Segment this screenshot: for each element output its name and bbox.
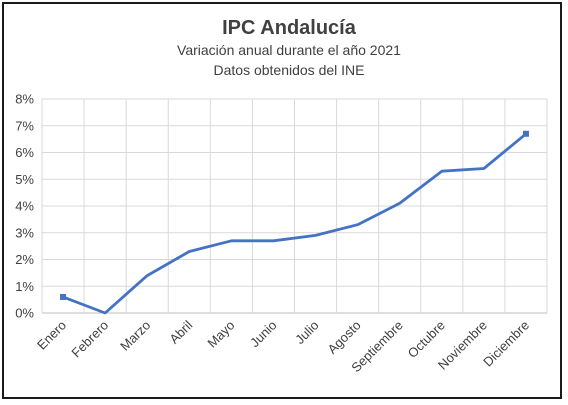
x-tick-label: Enero: [34, 318, 69, 353]
chart-title: IPC Andalucía: [222, 17, 357, 39]
series-line: [61, 132, 528, 315]
data-point: [481, 166, 487, 172]
x-tick-label: Mayo: [204, 318, 237, 351]
data-point: [522, 130, 529, 137]
series-ipc: [60, 130, 529, 316]
x-tick-label: Junio: [247, 318, 280, 351]
data-point: [144, 273, 150, 279]
y-tick-label: 6%: [15, 145, 34, 160]
y-tick-label: 3%: [15, 225, 34, 240]
y-tick-label: 0%: [15, 306, 34, 321]
y-tick-label: 7%: [15, 118, 34, 133]
y-axis-ticks: 0% 1% 2% 3% 4% 5% 6% 7% 8%: [15, 92, 34, 321]
x-tick-label: Julio: [292, 318, 322, 348]
y-tick-label: 1%: [15, 279, 34, 294]
chart-frame: [2, 2, 562, 399]
chart-subtitle-line-1: Variación anual durante el año 2021: [177, 42, 401, 58]
data-point: [228, 238, 234, 244]
data-point: [397, 200, 403, 206]
x-tick-label: Agosto: [325, 318, 364, 357]
y-tick-label: 5%: [15, 172, 34, 187]
chart-subtitle-line-2: Datos obtenidos del INE: [214, 62, 365, 78]
data-point: [270, 238, 276, 244]
data-point: [355, 222, 361, 228]
y-tick-label: 2%: [15, 252, 34, 267]
data-point: [60, 293, 67, 300]
y-tick-label: 4%: [15, 199, 34, 214]
x-axis-ticks: Enero Febrero Marzo Abril Mayo Junio Julio Agos…: [34, 317, 532, 375]
data-point: [313, 232, 319, 238]
data-point: [186, 248, 192, 254]
x-tick-label: Febrero: [68, 318, 111, 361]
gridlines: [41, 98, 548, 314]
x-tick-label: Diciembre: [480, 318, 532, 370]
y-tick-label: 8%: [15, 92, 34, 107]
x-tick-label: Marzo: [117, 318, 153, 354]
data-point: [439, 168, 445, 174]
x-tick-label: Abril: [166, 317, 195, 346]
data-point: [102, 310, 108, 316]
